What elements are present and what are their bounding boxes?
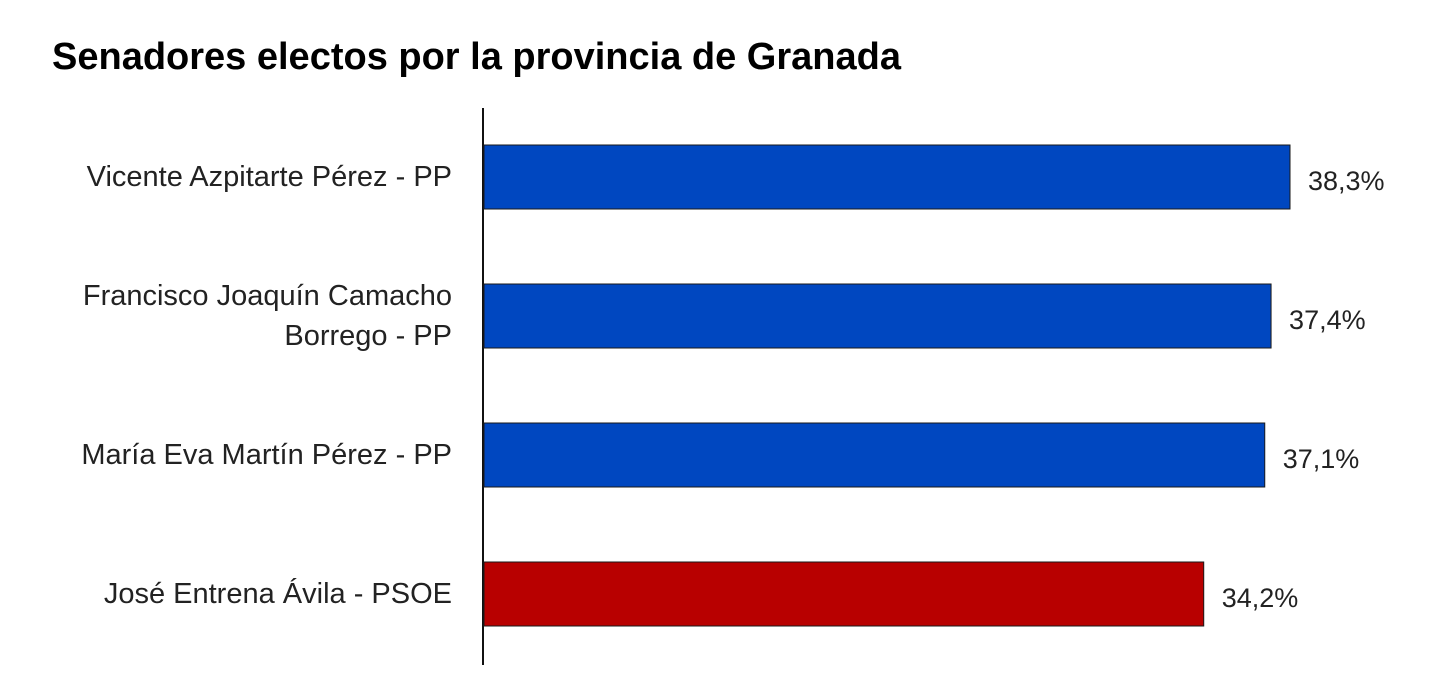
bar: [483, 422, 1266, 488]
value-label: 37,1%: [1283, 444, 1360, 474]
value-label: 34,2%: [1222, 583, 1299, 613]
category-label: José Entrena Ávila - PSOE: [103, 578, 452, 610]
category-label: Francisco Joaquín Camacho Borrego - PP: [82, 280, 452, 352]
category-label: María Eva Martín Pérez - PP: [81, 439, 452, 471]
category-label: Vicente Azpitarte Pérez - PP: [86, 161, 452, 193]
value-label: 37,4%: [1289, 305, 1366, 335]
bar: [483, 144, 1291, 210]
bar: [483, 561, 1205, 627]
bar: [483, 283, 1272, 349]
chart-title: Senadores electos por la provincia de Gr…: [52, 36, 901, 78]
value-label: 38,3%: [1308, 166, 1385, 196]
